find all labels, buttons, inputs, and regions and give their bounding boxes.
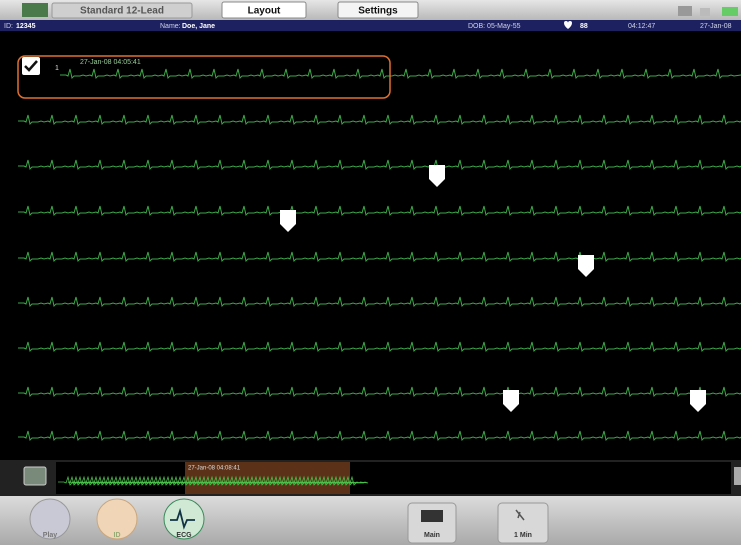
- ecg-trace: [18, 252, 741, 261]
- ecg-trace: [18, 342, 741, 351]
- ecg-trace: [18, 431, 741, 440]
- ecg-area: [18, 69, 741, 440]
- strip-index: 1: [55, 65, 59, 72]
- button-label: 1 Min: [514, 532, 532, 539]
- tab-label: Layout: [248, 6, 281, 17]
- name-label: Name:: [160, 23, 181, 30]
- menu-icon[interactable]: [22, 3, 48, 17]
- event-marker: [280, 210, 296, 232]
- overview-scroll[interactable]: [734, 467, 741, 485]
- event-marker: [429, 165, 445, 187]
- ecg-trace: [18, 297, 741, 306]
- patient-dob: DOB: 05-May-55: [468, 23, 521, 30]
- id-label: ID:: [4, 23, 13, 30]
- overview-track: [56, 462, 731, 494]
- tab-label: Standard 12-Lead: [80, 6, 164, 17]
- event-marker: [690, 390, 706, 412]
- overview-timestamp: 27-Jan-08 04:08:41: [188, 466, 241, 472]
- nav-label: ECG: [176, 532, 192, 539]
- patient-id: 12345: [16, 23, 36, 30]
- nav-label: ID: [114, 532, 121, 539]
- heart-rate: 88: [580, 23, 588, 30]
- ecg-trace: [60, 69, 741, 78]
- ecg-trace: [18, 387, 741, 396]
- button-label: Main: [424, 532, 440, 539]
- main-icon: [421, 510, 443, 522]
- overview-icon[interactable]: [24, 467, 46, 485]
- ecg-trace: [18, 206, 741, 215]
- patient-name: Doe, Jane: [182, 23, 215, 30]
- event-markers: [280, 165, 706, 412]
- ecg-trace: [18, 115, 741, 124]
- event-marker: [503, 390, 519, 412]
- signal-icon: [700, 8, 710, 16]
- battery-icon: [722, 7, 738, 16]
- nav-label: Play: [43, 532, 58, 539]
- ecg-screen: Standard 12-Lead Layout Settings ID: 123…: [0, 0, 741, 545]
- selected-strip[interactable]: [18, 56, 390, 98]
- clock-time: 04:12:47: [628, 23, 655, 30]
- event-marker: [578, 255, 594, 277]
- status-icon: [678, 6, 692, 16]
- ecg-trace: [18, 160, 741, 169]
- strip-timestamp: 27-Jan-08 04:05:41: [80, 59, 141, 66]
- tab-label: Settings: [358, 6, 398, 17]
- clock-date: 27-Jan-08: [700, 23, 732, 30]
